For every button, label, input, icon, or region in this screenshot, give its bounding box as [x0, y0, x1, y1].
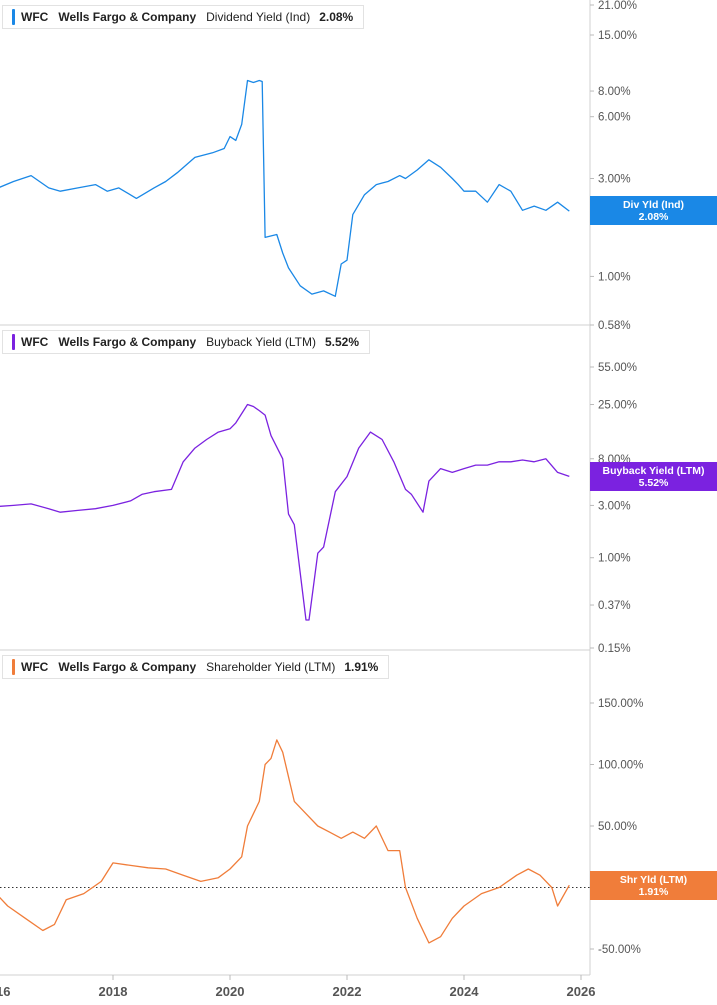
y-tick-label: 1.00% — [598, 271, 631, 283]
y-tick-label: 8.00% — [598, 86, 631, 98]
legend-company: Wells Fargo & Company — [58, 660, 197, 674]
x-tick-label: 2016 — [0, 984, 10, 999]
series-line-2 — [0, 739, 570, 944]
y-tick-label: 25.00% — [598, 400, 637, 412]
y-tick-label: 100.00% — [598, 760, 643, 772]
legend-buyback: WFC Wells Fargo & Company Buyback Yield … — [2, 330, 370, 354]
x-tick-label: 2020 — [216, 984, 245, 999]
value-tag-shareholder: Shr Yld (LTM) 1.91% — [590, 871, 717, 900]
y-tick-label: 1.00% — [598, 553, 631, 565]
legend-swatch-dividend — [12, 9, 15, 25]
y-tick-label: 3.00% — [598, 500, 631, 512]
legend-metric: Shareholder Yield (LTM) — [206, 660, 336, 674]
legend-metric: Buyback Yield (LTM) — [206, 335, 316, 349]
y-tick-label: 21.00% — [598, 0, 637, 12]
value-tag-value: 1.91% — [638, 885, 669, 898]
y-tick-label: 0.37% — [598, 600, 631, 612]
y-tick-label: 150.00% — [598, 698, 643, 710]
x-tick-label: 2018 — [99, 984, 128, 999]
value-tag-label: Div Yld (Ind) — [622, 198, 685, 211]
value-tag-label: Shr Yld (LTM) — [619, 873, 688, 886]
legend-swatch-buyback — [12, 334, 15, 350]
legend-company: Wells Fargo & Company — [58, 10, 197, 24]
y-tick-label: 55.00% — [598, 362, 637, 374]
legend-metric: Dividend Yield (Ind) — [206, 10, 311, 24]
value-tag-dividend: Div Yld (Ind) 2.08% — [590, 196, 717, 225]
y-tick-label: 0.58% — [598, 320, 631, 332]
series-line-1 — [0, 403, 570, 621]
legend-dividend: WFC Wells Fargo & Company Dividend Yield… — [2, 5, 365, 29]
legend-company: Wells Fargo & Company — [58, 335, 197, 349]
y-tick-label: 50.00% — [598, 821, 637, 833]
value-tag-value: 2.08% — [638, 210, 669, 223]
legend-value: 2.08% — [319, 10, 354, 24]
y-tick-label: 3.00% — [598, 173, 631, 185]
series-line-0 — [0, 79, 570, 297]
legend-value: 5.52% — [324, 335, 359, 349]
legend-ticker: WFC — [21, 660, 49, 674]
legend-swatch-shareholder — [12, 659, 15, 675]
value-tag-value: 5.52% — [638, 476, 669, 489]
y-tick-label: 0.15% — [598, 643, 631, 655]
legend-ticker: WFC — [21, 10, 49, 24]
legend-shareholder: WFC Wells Fargo & Company Shareholder Yi… — [2, 655, 390, 679]
y-tick-label: 6.00% — [598, 112, 631, 124]
legend-value: 1.91% — [344, 660, 379, 674]
x-tick-label: 2026 — [567, 984, 596, 999]
y-tick-label: -50.00% — [598, 944, 641, 956]
legend-ticker: WFC — [21, 335, 49, 349]
x-tick-label: 2024 — [450, 984, 480, 999]
y-tick-label: 15.00% — [598, 30, 637, 42]
value-tag-label: Buyback Yield (LTM) — [602, 464, 705, 477]
value-tag-buyback: Buyback Yield (LTM) 5.52% — [590, 462, 717, 491]
x-tick-label: 2022 — [333, 984, 362, 999]
